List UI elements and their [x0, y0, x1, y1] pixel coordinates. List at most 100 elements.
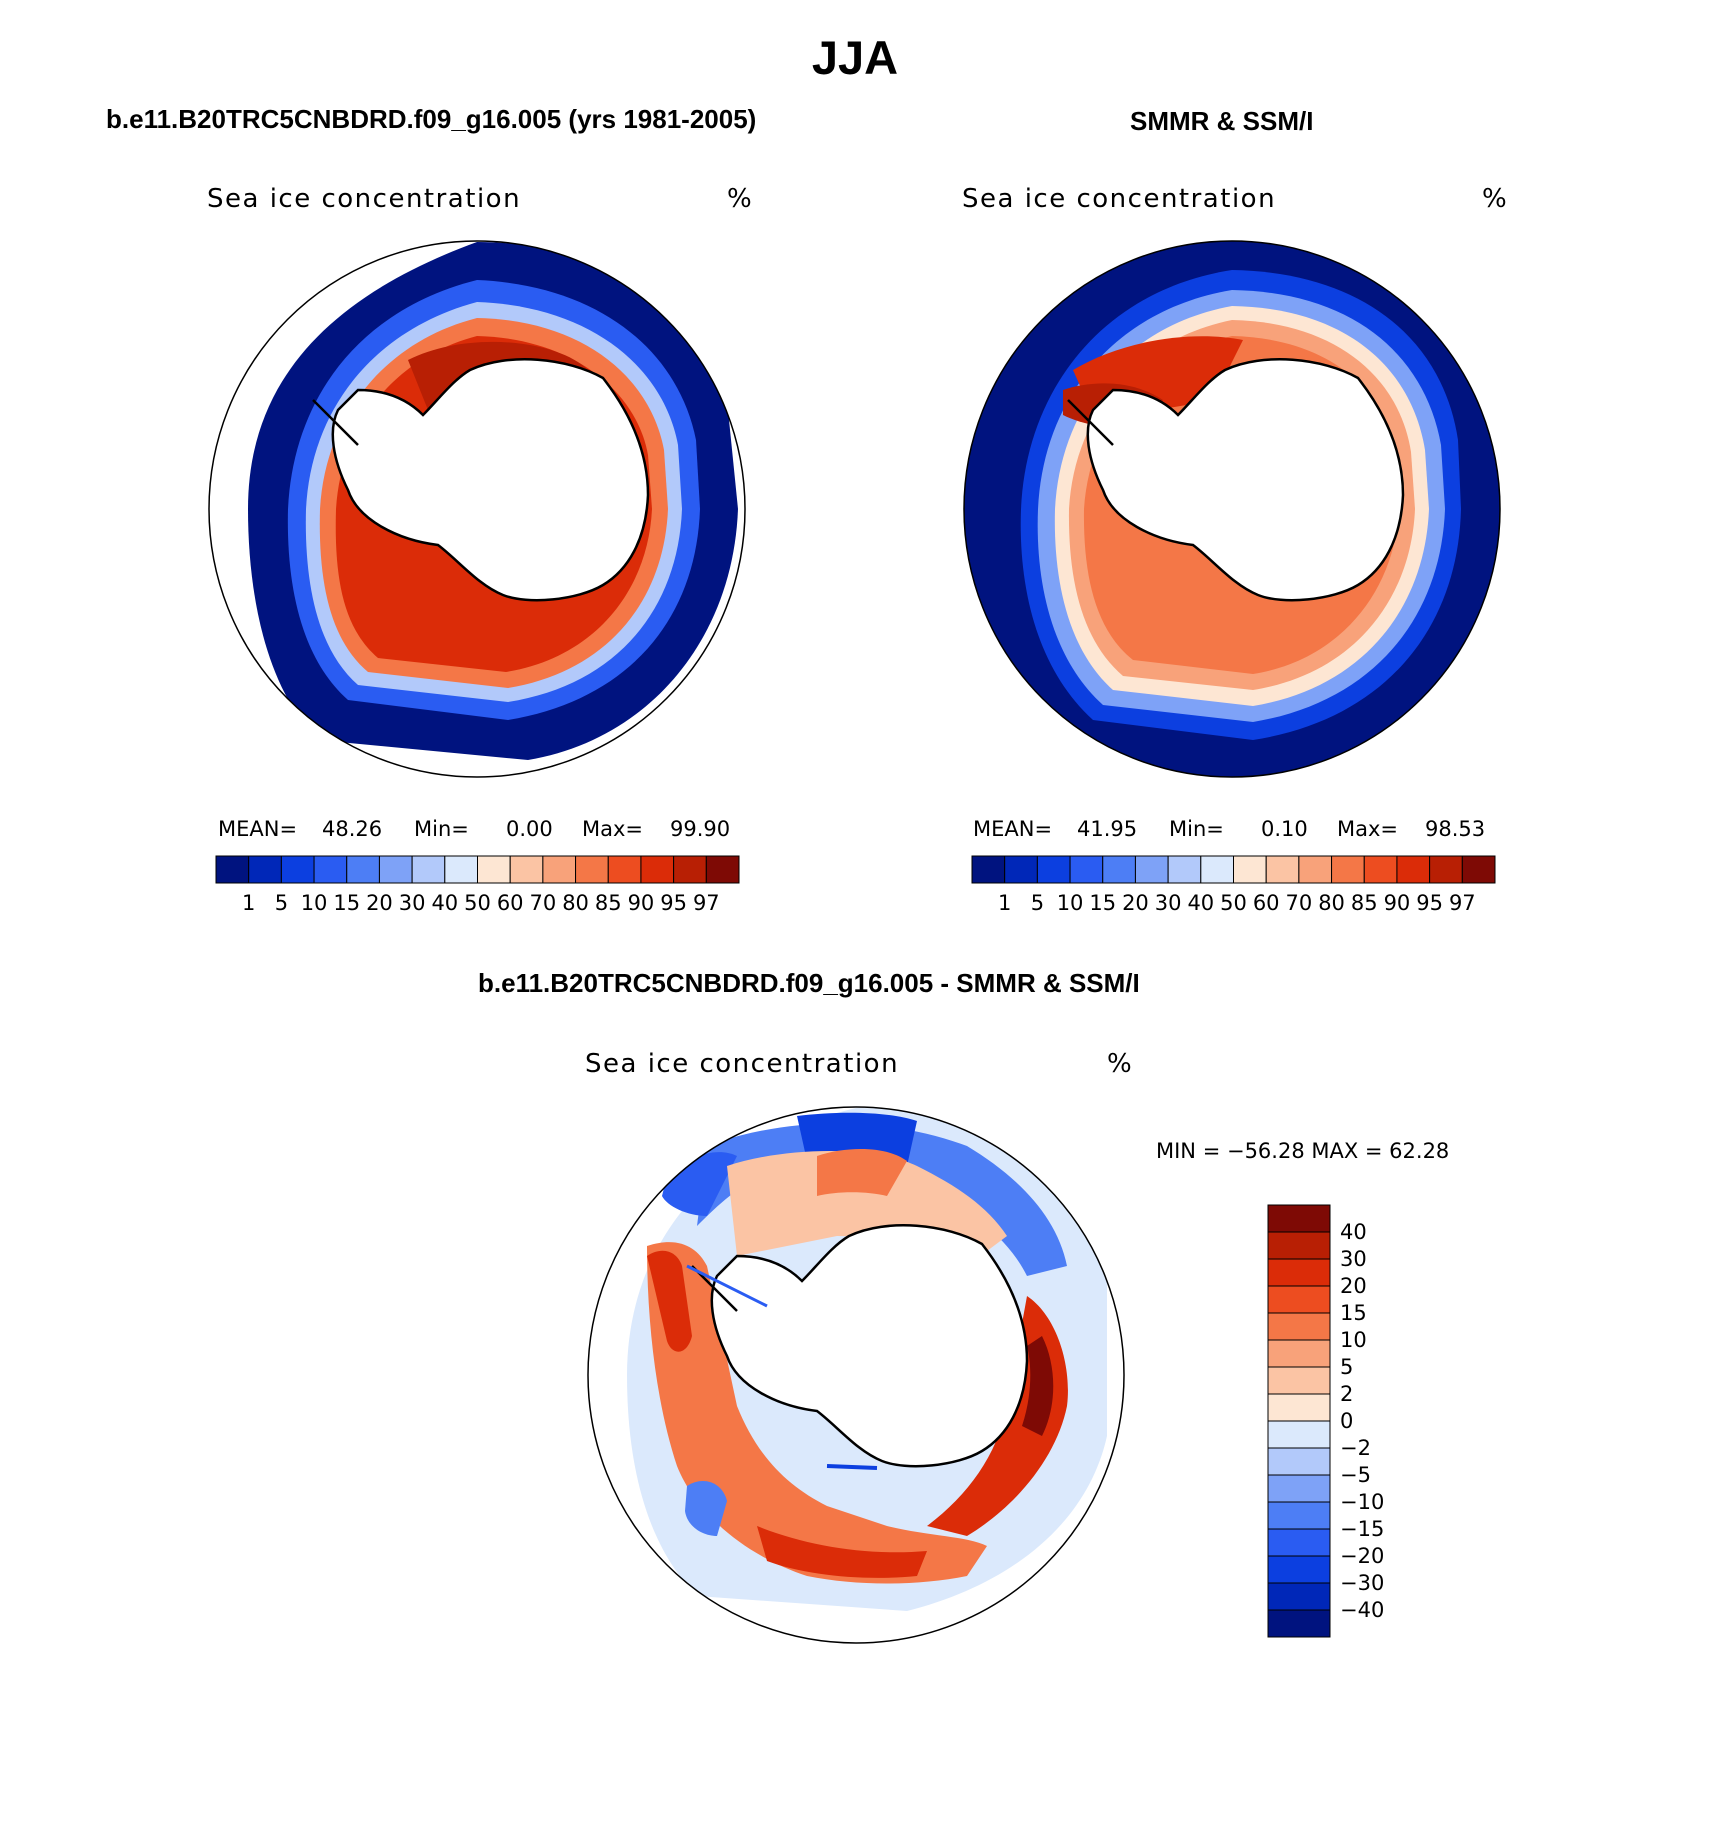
panel-model-mean-value: 48.26 — [322, 817, 383, 841]
panel-obs-colorbar-box — [1004, 855, 1038, 884]
panel-obs-colorbar-label: 15 — [1089, 891, 1117, 915]
panel-diff-colorbar-label: 40 — [1340, 1220, 1367, 1244]
panel-model-colorbar-label: 40 — [431, 891, 459, 915]
panel-model-colorbar-box — [705, 855, 740, 884]
panel-model-colorbar-label: 1 — [242, 891, 256, 915]
panel-diff-colorbar-label: 2 — [1340, 1382, 1354, 1406]
panel-diff-field-label: Sea ice concentration — [585, 1049, 900, 1079]
panel-obs-colorbar-label: 70 — [1285, 891, 1313, 915]
panel-diff-colorbar-label: 15 — [1340, 1301, 1367, 1325]
panel-obs-colorbar-box — [1036, 855, 1071, 884]
panel-diff-colorbar-box — [1267, 1393, 1331, 1422]
panel-diff-minmax: MIN = −56.28 MAX = 62.28 — [1156, 1139, 1450, 1163]
panel-model-colorbar-label: 85 — [594, 891, 622, 915]
panel-obs-colorbar-box — [1331, 855, 1365, 884]
panel-diff-colorbar-label: 5 — [1340, 1355, 1354, 1379]
panel-model-colorbar-box — [248, 855, 282, 884]
panel-diff-colorbar-box — [1267, 1501, 1331, 1530]
panel-model-colorbar-label: 80 — [562, 891, 589, 915]
figure-title: JJA — [811, 31, 899, 84]
panel-diff-units-label: % — [1107, 1049, 1134, 1079]
panel-diff-polar-map — [587, 1106, 1125, 1644]
panel-model-colorbar-box — [411, 855, 446, 884]
panel-obs-colorbar-label: 85 — [1350, 891, 1378, 915]
panel-diff-colorbar-label: 0 — [1340, 1409, 1354, 1433]
panel-diff-colorbar — [1267, 1204, 1331, 1638]
panel-obs-colorbar-box — [971, 855, 1006, 884]
panel-model-min-value: 0.00 — [506, 817, 553, 841]
panel-obs-colorbar-label: 30 — [1154, 891, 1182, 915]
panel-obs-colorbar-label: 80 — [1318, 891, 1345, 915]
panel-obs-colorbar-box — [1461, 855, 1496, 884]
panel-model-colorbar-box — [509, 855, 544, 884]
panel-obs-colorbar-label: 10 — [1056, 891, 1084, 915]
panel-obs-units-label: % — [1482, 184, 1509, 214]
obs-antarctica-landmass — [1086, 358, 1405, 602]
panel-obs-colorbar-labels: 1 5 10 15 20 30 40 50 60 70 80 85 90 95 97 — [972, 891, 1495, 917]
panel-obs-colorbar-box — [1429, 855, 1463, 884]
panel-obs-colorbar-box — [1298, 855, 1333, 884]
panel-obs-colorbar-box — [1167, 855, 1202, 884]
panel-obs-field-label: Sea ice concentration — [962, 184, 1277, 214]
panel-model-colorbar-label: 50 — [464, 891, 491, 915]
panel-diff-colorbar-box — [1267, 1339, 1331, 1368]
panel-diff-colorbar-box — [1267, 1258, 1331, 1287]
panel-model-colorbar-label: 30 — [398, 891, 426, 915]
panel-model-field-label: Sea ice concentration — [207, 184, 522, 214]
panel-diff-colorbar-box — [1267, 1312, 1331, 1341]
panel-model-colorbar-box — [444, 855, 478, 884]
panel-diff-colorbar-box — [1267, 1285, 1331, 1314]
panel-obs-mean-value: 41.95 — [1077, 817, 1138, 841]
panel-diff-colorbar-box — [1267, 1447, 1331, 1476]
panel-obs-min-value: 0.10 — [1261, 817, 1308, 841]
panel-obs-colorbar-label: 50 — [1220, 891, 1247, 915]
diff-antarctica-landmass — [710, 1224, 1029, 1468]
panel-model-header: b.e11.B20TRC5CNBDRD.f09_g16.005 (yrs 198… — [106, 104, 757, 134]
panel-model-colorbar-box — [542, 855, 577, 884]
panel-obs-colorbar-box — [1233, 855, 1267, 884]
panel-diff-colorbar-box — [1267, 1582, 1331, 1611]
panel-model-max-value: 99.90 — [670, 817, 731, 841]
model-antarctica-landmass — [331, 358, 650, 602]
panel-obs-min-label: Min= — [1169, 817, 1224, 841]
panel-obs-max-value: 98.53 — [1425, 817, 1486, 841]
panel-model-colorbar-label: 15 — [333, 891, 361, 915]
panel-diff-colorbar-label: −20 — [1340, 1544, 1385, 1568]
panel-diff-colorbar-box — [1267, 1474, 1331, 1503]
panel-model-colorbar-box — [640, 855, 675, 884]
panel-obs-colorbar-box — [1265, 855, 1300, 884]
panel-obs-colorbar-label: 90 — [1383, 891, 1411, 915]
panel-obs-colorbar-label: 1 — [998, 891, 1012, 915]
panel-diff-colorbar-label: −5 — [1340, 1463, 1371, 1487]
panel-model-colorbar-box — [477, 855, 511, 884]
panel-diff-colorbar-box — [1267, 1555, 1331, 1584]
panel-model-units-label: % — [727, 184, 754, 214]
panel-diff-colorbar-box — [1267, 1528, 1331, 1557]
panel-obs-colorbar-label: 40 — [1187, 891, 1215, 915]
panel-model-mean-label: MEAN= — [218, 817, 298, 841]
panel-model-colorbar-label: 5 — [274, 891, 289, 915]
panel-model-colorbar-label: 20 — [366, 891, 393, 915]
panel-model-colorbar-label: 70 — [529, 891, 557, 915]
panel-obs-colorbar — [971, 855, 1496, 884]
panel-obs-colorbar-label: 95 — [1416, 891, 1443, 915]
panel-obs-colorbar-box — [1200, 855, 1234, 884]
panel-model-min-label: Min= — [414, 817, 469, 841]
panel-model-colorbar-box — [346, 855, 380, 884]
panel-diff-colorbar-box — [1267, 1366, 1331, 1395]
panel-model-colorbar-label: 90 — [627, 891, 655, 915]
panel-obs-colorbar-label: 97 — [1448, 891, 1476, 915]
panel-model-colorbar-box — [607, 855, 642, 884]
panel-obs-colorbar-box — [1069, 855, 1104, 884]
panel-model-max-label: Max= — [582, 817, 644, 841]
panel-model-colorbar-label: 95 — [660, 891, 687, 915]
panel-obs-colorbar-label: 60 — [1252, 891, 1280, 915]
panel-obs-max-label: Max= — [1337, 817, 1399, 841]
panel-obs-colorbar-box — [1396, 855, 1431, 884]
panel-diff-colorbar-box — [1267, 1420, 1331, 1449]
panel-obs-colorbar-label: 5 — [1030, 891, 1045, 915]
panel-diff-header: b.e11.B20TRC5CNBDRD.f09_g16.005 - SMMR &… — [478, 968, 1140, 998]
panel-obs-colorbar-label: 20 — [1122, 891, 1149, 915]
panel-obs-header: SMMR & SSM/I — [1130, 106, 1314, 136]
panel-diff-colorbar-box — [1267, 1609, 1331, 1638]
